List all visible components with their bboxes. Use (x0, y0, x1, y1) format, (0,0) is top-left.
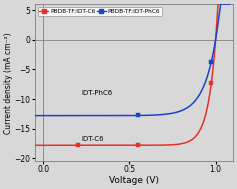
Text: IDT-C6: IDT-C6 (81, 136, 104, 142)
Legend: PBDB-TF:IDT-C6, PBDB-TF:IDT-PhC6: PBDB-TF:IDT-C6, PBDB-TF:IDT-PhC6 (38, 7, 162, 16)
Y-axis label: Current density (mA cm⁻²): Current density (mA cm⁻²) (4, 32, 13, 134)
Text: IDT-PhC6: IDT-PhC6 (81, 90, 113, 96)
X-axis label: Voltage (V): Voltage (V) (109, 176, 159, 185)
